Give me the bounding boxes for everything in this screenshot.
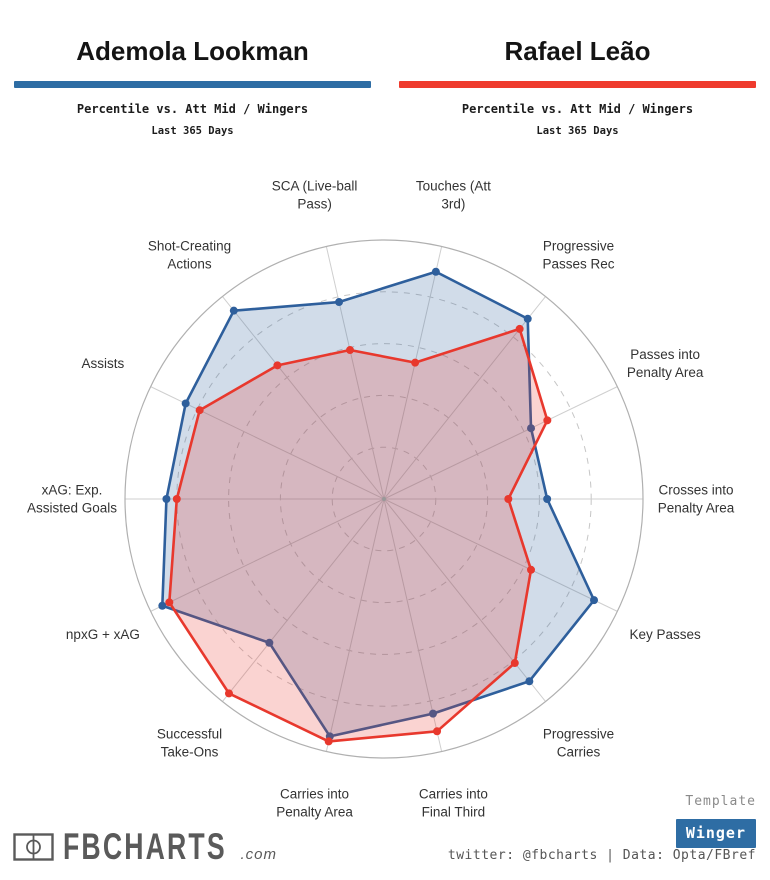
series-point-0 [527,424,536,433]
series-point-1 [515,324,524,333]
axis-label: Assists [82,356,125,371]
series-point-0 [162,495,171,504]
series-point-0 [229,306,238,315]
subtitle-right: Percentile vs. Att Mid / Wingers [461,102,694,116]
axis-label: xAG: Exp. Assisted Goals [27,483,117,516]
series-point-1 [195,406,204,415]
axis-label: SCA (Live-ball Pass) [272,178,358,211]
axis-label: Carries into Final Third [419,787,488,820]
player-accent-bar-left [14,81,371,88]
fbcharts-logo: FBCHARTS .com [13,828,277,865]
axis-label: Progressive Carries [543,726,614,759]
series-point-1 [504,494,513,503]
series-point-1 [527,565,536,574]
series-point-0 [590,596,599,605]
axis-label: Successful Take-Ons [157,726,222,759]
player-header-right: Rafael Leão Percentile vs. Att Mid / Win… [399,0,756,137]
axis-label: Touches (Att 3rd) [416,178,491,211]
series-point-0 [543,494,552,503]
axis-spoke [383,498,546,702]
axis-spoke [383,498,443,752]
series-point-0 [335,298,344,307]
template-winger-button[interactable]: Winger [675,819,756,848]
series-point-0 [428,709,437,718]
axis-label: Crosses into Penalty Area [658,482,735,515]
axis-label: Carries into Penalty Area [276,787,353,820]
center-dot [382,497,386,501]
series-point-1 [172,495,181,504]
axis-spoke [222,498,385,702]
series-point-1 [345,346,354,355]
series-point-1 [324,737,333,746]
axis-spoke [325,246,385,500]
player-header-left: Ademola Lookman Percentile vs. Att Mid /… [14,0,371,137]
player-name-right: Rafael Leão [504,36,651,66]
axis-label: npxG + xAG [66,627,140,642]
series-point-0 [158,601,167,610]
series-point-0 [523,314,532,323]
logo-wordmark: FBCHARTS [63,826,227,867]
logo-domain-suffix: .com [240,846,277,863]
credit-line: twitter: @fbcharts | Data: Opta/FBref [447,848,756,863]
series-point-1 [411,358,420,367]
series-point-1 [543,416,552,425]
football-pitch-icon [13,832,54,861]
axis-label: Shot-Creating Actions [148,239,231,272]
series-point-1 [224,689,233,698]
template-label: Template [685,794,756,809]
subtitle-left: Percentile vs. Att Mid / Wingers [76,102,309,116]
axis-label: Progressive Passes Rec [543,239,615,272]
period-right: Last 365 Days [536,125,619,137]
axis-spoke [222,296,385,500]
series-point-1 [165,598,174,607]
player-name-left: Ademola Lookman [76,36,309,66]
series-point-0 [181,399,190,408]
series-point-0 [525,677,534,686]
axis-spoke [150,498,385,612]
series-point-1 [273,361,282,370]
outer-ring [124,239,644,759]
series-point-1 [510,659,519,668]
series-point-1 [433,727,442,736]
period-left: Last 365 Days [151,125,234,137]
player-accent-bar-right [399,81,756,88]
axis-spoke [383,498,618,612]
axis-label: Passes into Penalty Area [627,347,704,380]
axis-spoke [325,498,385,752]
axis-spoke [383,246,443,500]
axis-spoke [150,386,385,500]
series-point-0 [265,638,274,647]
axis-label: Key Passes [629,627,701,642]
series-point-0 [431,267,440,276]
axis-spoke [383,386,618,500]
